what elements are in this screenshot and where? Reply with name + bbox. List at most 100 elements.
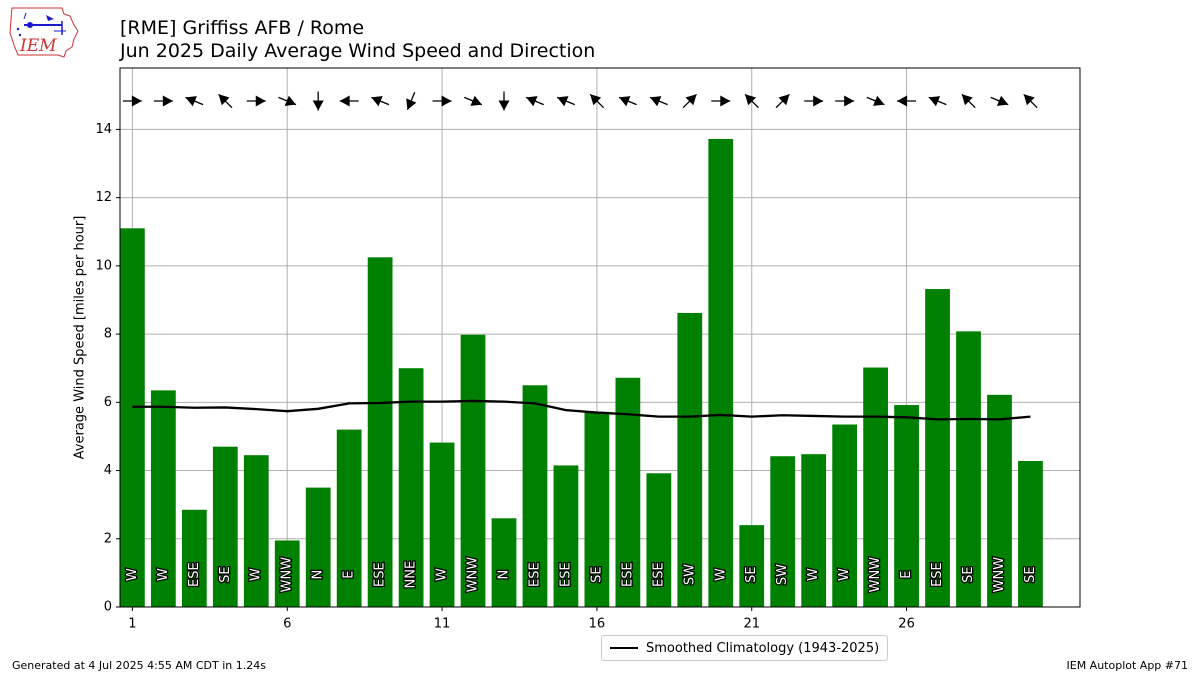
arrow-head xyxy=(873,95,885,106)
wind-bar xyxy=(708,138,734,607)
climatology-line xyxy=(132,399,1031,421)
wind-bar xyxy=(181,509,207,607)
direction-label: WNW xyxy=(992,557,1007,593)
direction-label: E xyxy=(899,570,914,578)
wind-direction-arrow xyxy=(961,93,976,109)
arrow-head xyxy=(255,95,266,107)
arrow-head xyxy=(339,95,350,107)
direction-label: SE xyxy=(589,566,604,582)
direction-label: W xyxy=(249,568,264,581)
wind-bar xyxy=(956,331,981,607)
arrow-head xyxy=(996,95,1009,106)
direction-label: W xyxy=(837,568,852,581)
wind-direction-arrow xyxy=(990,95,1009,106)
arrow-head xyxy=(928,96,941,107)
arrow-head xyxy=(526,96,538,107)
direction-label: W xyxy=(435,568,450,581)
wind-direction-arrow xyxy=(618,96,637,107)
wind-direction-arrow xyxy=(928,96,947,107)
x-tick-label: 1 xyxy=(128,617,136,632)
arrow-head xyxy=(162,95,173,107)
arrow-head xyxy=(441,95,452,107)
wind-direction-arrow xyxy=(371,96,390,107)
y-tick-label: 12 xyxy=(95,190,112,205)
arrow-head xyxy=(650,96,662,107)
wind-bar xyxy=(987,394,1012,607)
arrow-head xyxy=(406,98,417,110)
arrow-head xyxy=(557,96,569,107)
direction-label: W xyxy=(125,568,140,581)
wind-direction-arrow xyxy=(278,95,297,106)
direction-label: SE xyxy=(1023,566,1038,582)
wind-direction-arrow xyxy=(246,95,266,107)
wind-direction-arrow xyxy=(556,96,575,107)
legend-line-swatch xyxy=(610,647,638,649)
arrow-head xyxy=(619,96,631,107)
wind-bar xyxy=(367,257,393,607)
direction-label: SE xyxy=(218,566,233,582)
wind-direction-arrow xyxy=(835,95,855,107)
wind-bar xyxy=(305,487,331,607)
direction-label: ESE xyxy=(527,562,542,587)
direction-label: ESE xyxy=(620,562,635,587)
direction-label: SE xyxy=(744,566,759,582)
chart-title-station: [RME] Griffiss AFB / Rome xyxy=(120,17,365,39)
direction-label: WNW xyxy=(466,557,481,593)
wind-bar xyxy=(336,429,362,607)
app-id-label: IEM Autoplot App #71 xyxy=(1066,659,1189,672)
wind-direction-arrow xyxy=(682,93,697,109)
wind-direction-arrow xyxy=(406,91,417,111)
y-axis-label: Average Wind Speed [miles per hour] xyxy=(73,216,88,460)
wind-direction-arrow xyxy=(339,95,359,107)
wind-direction-arrow xyxy=(525,96,544,107)
arrow-head xyxy=(185,96,197,107)
wind-direction-arrow xyxy=(775,93,790,109)
wind-bar xyxy=(677,312,703,607)
y-tick-label: 6 xyxy=(104,395,112,410)
direction-label: WNW xyxy=(280,557,295,593)
x-tick-label: 11 xyxy=(434,617,451,632)
direction-label: W xyxy=(156,568,171,581)
arrow-head xyxy=(685,94,697,106)
wind-direction-arrow xyxy=(464,95,483,106)
arrow-head xyxy=(813,95,824,107)
direction-label: ESE xyxy=(187,562,202,587)
arrow-head xyxy=(371,96,383,107)
chart-legend: Smoothed Climatology (1943-2025) xyxy=(601,635,889,661)
direction-label: ESE xyxy=(651,562,666,587)
wind-bar xyxy=(243,455,269,607)
wind-bar xyxy=(739,525,765,607)
x-tick-label: 26 xyxy=(898,617,915,632)
wind-bar xyxy=(863,367,888,607)
wind-bar xyxy=(894,405,919,607)
arrow-head xyxy=(498,100,510,111)
arrow-head xyxy=(745,94,756,106)
arrow-head xyxy=(720,95,731,107)
generated-timestamp: Generated at 4 Jul 2025 4:55 AM CDT in 1… xyxy=(12,659,266,672)
wind-direction-arrow xyxy=(218,93,233,109)
wind-bar xyxy=(832,424,858,607)
wind-bar xyxy=(1018,460,1043,607)
wind-direction-arrow xyxy=(432,95,452,107)
wind-direction-arrow xyxy=(711,95,731,107)
wind-bar xyxy=(429,442,455,607)
wind-bar xyxy=(491,518,517,607)
direction-label: NNE xyxy=(404,561,419,589)
wind-bar xyxy=(646,473,672,607)
wind-direction-arrow xyxy=(649,96,668,107)
arrow-head xyxy=(218,94,230,106)
arrow-head xyxy=(590,94,602,106)
direction-label: SE xyxy=(961,566,976,582)
iem-logo-graphic: IEM xyxy=(9,7,79,58)
direction-label: SW xyxy=(682,564,697,585)
wind-direction-arrow xyxy=(804,95,824,107)
wind-direction-arrow xyxy=(122,95,142,107)
wind-bar xyxy=(150,390,176,607)
x-tick-label: 21 xyxy=(743,617,760,632)
direction-label: WNW xyxy=(868,557,883,593)
wind-bar xyxy=(522,385,548,607)
y-tick-label: 14 xyxy=(95,122,112,137)
wind-bar xyxy=(553,465,579,607)
y-tick-label: 4 xyxy=(104,463,112,478)
